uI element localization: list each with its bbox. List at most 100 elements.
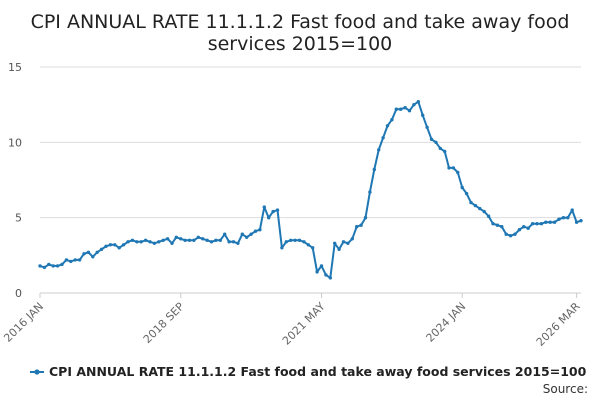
- data-point[interactable]: [236, 241, 240, 245]
- data-point[interactable]: [337, 247, 341, 251]
- legend[interactable]: CPI ANNUAL RATE 11.1.1.2 Fast food and t…: [30, 364, 587, 379]
- data-point[interactable]: [183, 238, 187, 242]
- data-point[interactable]: [579, 219, 583, 223]
- data-point[interactable]: [192, 238, 196, 242]
- data-point[interactable]: [104, 244, 108, 248]
- data-point[interactable]: [262, 205, 266, 209]
- data-point[interactable]: [135, 240, 139, 244]
- data-point[interactable]: [363, 216, 368, 220]
- data-point[interactable]: [566, 216, 570, 220]
- data-point[interactable]: [51, 264, 55, 268]
- data-point[interactable]: [421, 113, 425, 117]
- data-point[interactable]: [196, 235, 200, 239]
- data-point[interactable]: [341, 240, 346, 244]
- data-point[interactable]: [121, 243, 126, 247]
- data-point[interactable]: [113, 243, 117, 247]
- data-point[interactable]: [464, 191, 469, 196]
- data-point[interactable]: [245, 235, 249, 239]
- data-point[interactable]: [372, 167, 376, 172]
- data-point[interactable]: [275, 208, 280, 212]
- data-point[interactable]: [139, 240, 143, 244]
- data-point[interactable]: [258, 228, 262, 232]
- data-point[interactable]: [513, 232, 517, 236]
- data-point[interactable]: [491, 222, 495, 226]
- data-point[interactable]: [517, 228, 522, 232]
- data-point[interactable]: [130, 238, 135, 242]
- data-point[interactable]: [42, 265, 47, 270]
- data-point[interactable]: [69, 259, 73, 264]
- data-point[interactable]: [574, 220, 579, 224]
- data-point[interactable]: [412, 103, 416, 107]
- data-point[interactable]: [86, 250, 91, 254]
- data-point[interactable]: [443, 149, 447, 154]
- data-point[interactable]: [73, 258, 77, 262]
- data-point[interactable]: [539, 222, 544, 226]
- data-point[interactable]: [253, 229, 258, 233]
- data-point[interactable]: [508, 234, 513, 238]
- data-point[interactable]: [530, 222, 535, 226]
- data-point[interactable]: [280, 246, 284, 250]
- data-point[interactable]: [416, 100, 420, 104]
- data-point[interactable]: [47, 262, 51, 267]
- data-point[interactable]: [201, 237, 205, 241]
- data-point[interactable]: [544, 220, 548, 224]
- data-point[interactable]: [355, 225, 359, 229]
- data-point[interactable]: [170, 241, 174, 245]
- data-point[interactable]: [306, 243, 310, 247]
- data-point[interactable]: [315, 270, 319, 274]
- data-point[interactable]: [478, 206, 482, 211]
- data-point[interactable]: [249, 232, 253, 236]
- data-point[interactable]: [209, 240, 214, 244]
- data-point[interactable]: [148, 240, 152, 244]
- data-point[interactable]: [187, 238, 192, 242]
- data-point[interactable]: [82, 252, 86, 256]
- data-point[interactable]: [368, 190, 372, 194]
- data-point[interactable]: [495, 223, 500, 227]
- data-point[interactable]: [438, 146, 442, 151]
- data-point[interactable]: [240, 232, 244, 236]
- data-point[interactable]: [460, 185, 464, 190]
- data-point[interactable]: [60, 262, 64, 267]
- data-point[interactable]: [174, 235, 178, 239]
- data-point[interactable]: [425, 125, 429, 129]
- data-point[interactable]: [526, 226, 530, 230]
- data-point[interactable]: [64, 258, 69, 262]
- data-point[interactable]: [359, 223, 363, 227]
- data-point[interactable]: [293, 238, 297, 242]
- data-point[interactable]: [77, 258, 82, 262]
- data-point[interactable]: [434, 140, 438, 144]
- data-point[interactable]: [214, 238, 218, 242]
- data-point[interactable]: [557, 217, 561, 221]
- data-point[interactable]: [95, 250, 99, 254]
- data-point[interactable]: [328, 276, 332, 280]
- data-point[interactable]: [486, 214, 491, 218]
- data-point[interactable]: [231, 240, 236, 244]
- data-point[interactable]: [473, 203, 478, 208]
- data-point[interactable]: [157, 240, 161, 244]
- data-point[interactable]: [284, 240, 288, 244]
- data-point[interactable]: [179, 237, 183, 241]
- data-point[interactable]: [55, 264, 60, 268]
- data-point[interactable]: [447, 166, 451, 170]
- data-point[interactable]: [548, 220, 552, 224]
- data-point[interactable]: [108, 243, 113, 247]
- data-point[interactable]: [381, 136, 385, 140]
- data-point[interactable]: [227, 240, 231, 244]
- data-point[interactable]: [319, 264, 324, 268]
- data-point[interactable]: [271, 209, 275, 214]
- data-point[interactable]: [504, 232, 508, 236]
- data-point[interactable]: [394, 107, 398, 111]
- data-point[interactable]: [561, 216, 566, 220]
- data-point[interactable]: [350, 237, 354, 241]
- data-point[interactable]: [377, 148, 381, 152]
- data-point[interactable]: [152, 241, 157, 245]
- data-point[interactable]: [570, 208, 574, 212]
- data-point[interactable]: [429, 137, 434, 141]
- data-point[interactable]: [117, 246, 121, 250]
- data-point[interactable]: [522, 225, 526, 229]
- data-point[interactable]: [324, 273, 328, 277]
- data-point[interactable]: [289, 238, 293, 242]
- data-point[interactable]: [99, 247, 104, 251]
- data-point[interactable]: [407, 109, 412, 113]
- data-point[interactable]: [451, 166, 456, 170]
